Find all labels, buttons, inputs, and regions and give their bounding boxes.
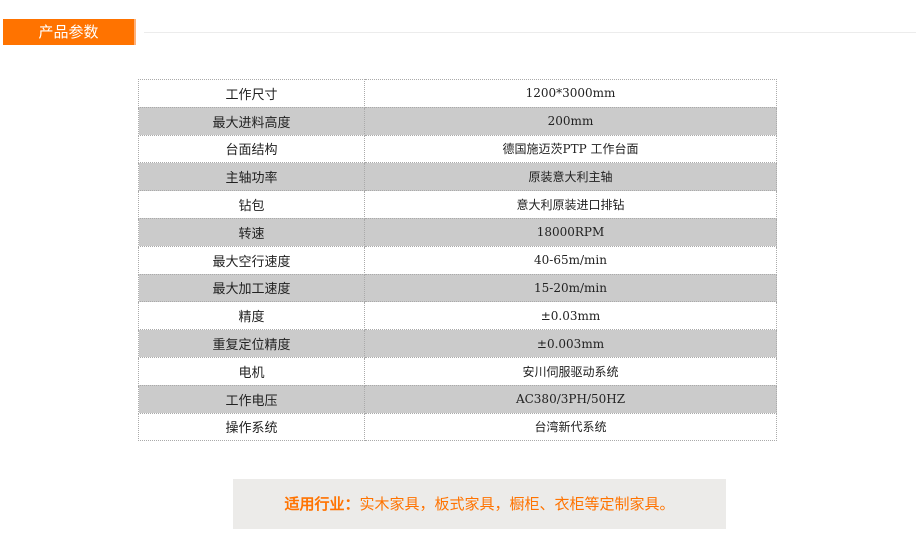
spec-name: 工作尺寸 <box>138 79 365 108</box>
spec-name: 工作电压 <box>138 384 365 414</box>
table-row: 电机 安川伺服驱动系统 <box>138 356 777 386</box>
spec-name: 电机 <box>138 356 365 386</box>
spec-value: ±0.003mm <box>364 329 777 358</box>
table-row: 转速 18000RPM <box>138 217 777 247</box>
spec-value: ±0.03mm <box>364 301 777 331</box>
spec-value: 意大利原装进口排钻 <box>364 190 777 219</box>
spec-table: 工作尺寸 1200*3000mm 最大进料高度 200mm 台面结构 德国施迈茨PTP 工… <box>138 79 777 442</box>
spec-value: 18000RPM <box>364 217 777 247</box>
spec-value: 安川伺服驱动系统 <box>364 356 777 386</box>
spec-name: 主轴功率 <box>138 162 365 192</box>
spec-name: 台面结构 <box>138 134 365 164</box>
header-divider <box>144 32 916 33</box>
spec-value: 40-65m/min <box>364 245 777 275</box>
product-params-tab[interactable]: 产品参数 <box>3 19 136 45</box>
spec-value: 1200*3000mm <box>364 79 777 108</box>
table-row: 台面结构 德国施迈茨PTP 工作台面 <box>138 134 777 164</box>
spec-value: 台湾新代系统 <box>364 412 777 442</box>
spec-value: 德国施迈茨PTP 工作台面 <box>364 134 777 164</box>
table-row: 钻包 意大利原装进口排钻 <box>138 190 777 219</box>
spec-value: AC380/3PH/50HZ <box>364 384 777 414</box>
spec-value: 15-20m/min <box>364 273 777 303</box>
table-row: 最大进料高度 200mm <box>138 106 777 136</box>
table-row: 操作系统 台湾新代系统 <box>138 412 777 442</box>
spec-name: 操作系统 <box>138 412 365 442</box>
industry-label: 适用行业： <box>284 495 360 513</box>
industry-text: 实木家具，板式家具，橱柜、衣柜等定制家具。 <box>359 495 675 513</box>
table-row: 工作尺寸 1200*3000mm <box>138 79 777 108</box>
spec-name: 重复定位精度 <box>138 329 365 358</box>
table-row: 最大加工速度 15-20m/min <box>138 273 777 303</box>
table-row: 工作电压 AC380/3PH/50HZ <box>138 384 777 414</box>
spec-value: 200mm <box>364 106 777 136</box>
spec-name: 最大空行速度 <box>138 245 365 275</box>
spec-name: 最大进料高度 <box>138 106 365 136</box>
table-row: 精度 ±0.03mm <box>138 301 777 331</box>
spec-value: 原装意大利主轴 <box>364 162 777 192</box>
spec-name: 精度 <box>138 301 365 331</box>
spec-name: 转速 <box>138 217 365 247</box>
spec-name: 钻包 <box>138 190 365 219</box>
industry-banner: 适用行业：实木家具，板式家具，橱柜、衣柜等定制家具。 <box>233 479 726 529</box>
table-row: 重复定位精度 ±0.003mm <box>138 329 777 358</box>
table-row: 最大空行速度 40-65m/min <box>138 245 777 275</box>
table-row: 主轴功率 原装意大利主轴 <box>138 162 777 192</box>
spec-name: 最大加工速度 <box>138 273 365 303</box>
